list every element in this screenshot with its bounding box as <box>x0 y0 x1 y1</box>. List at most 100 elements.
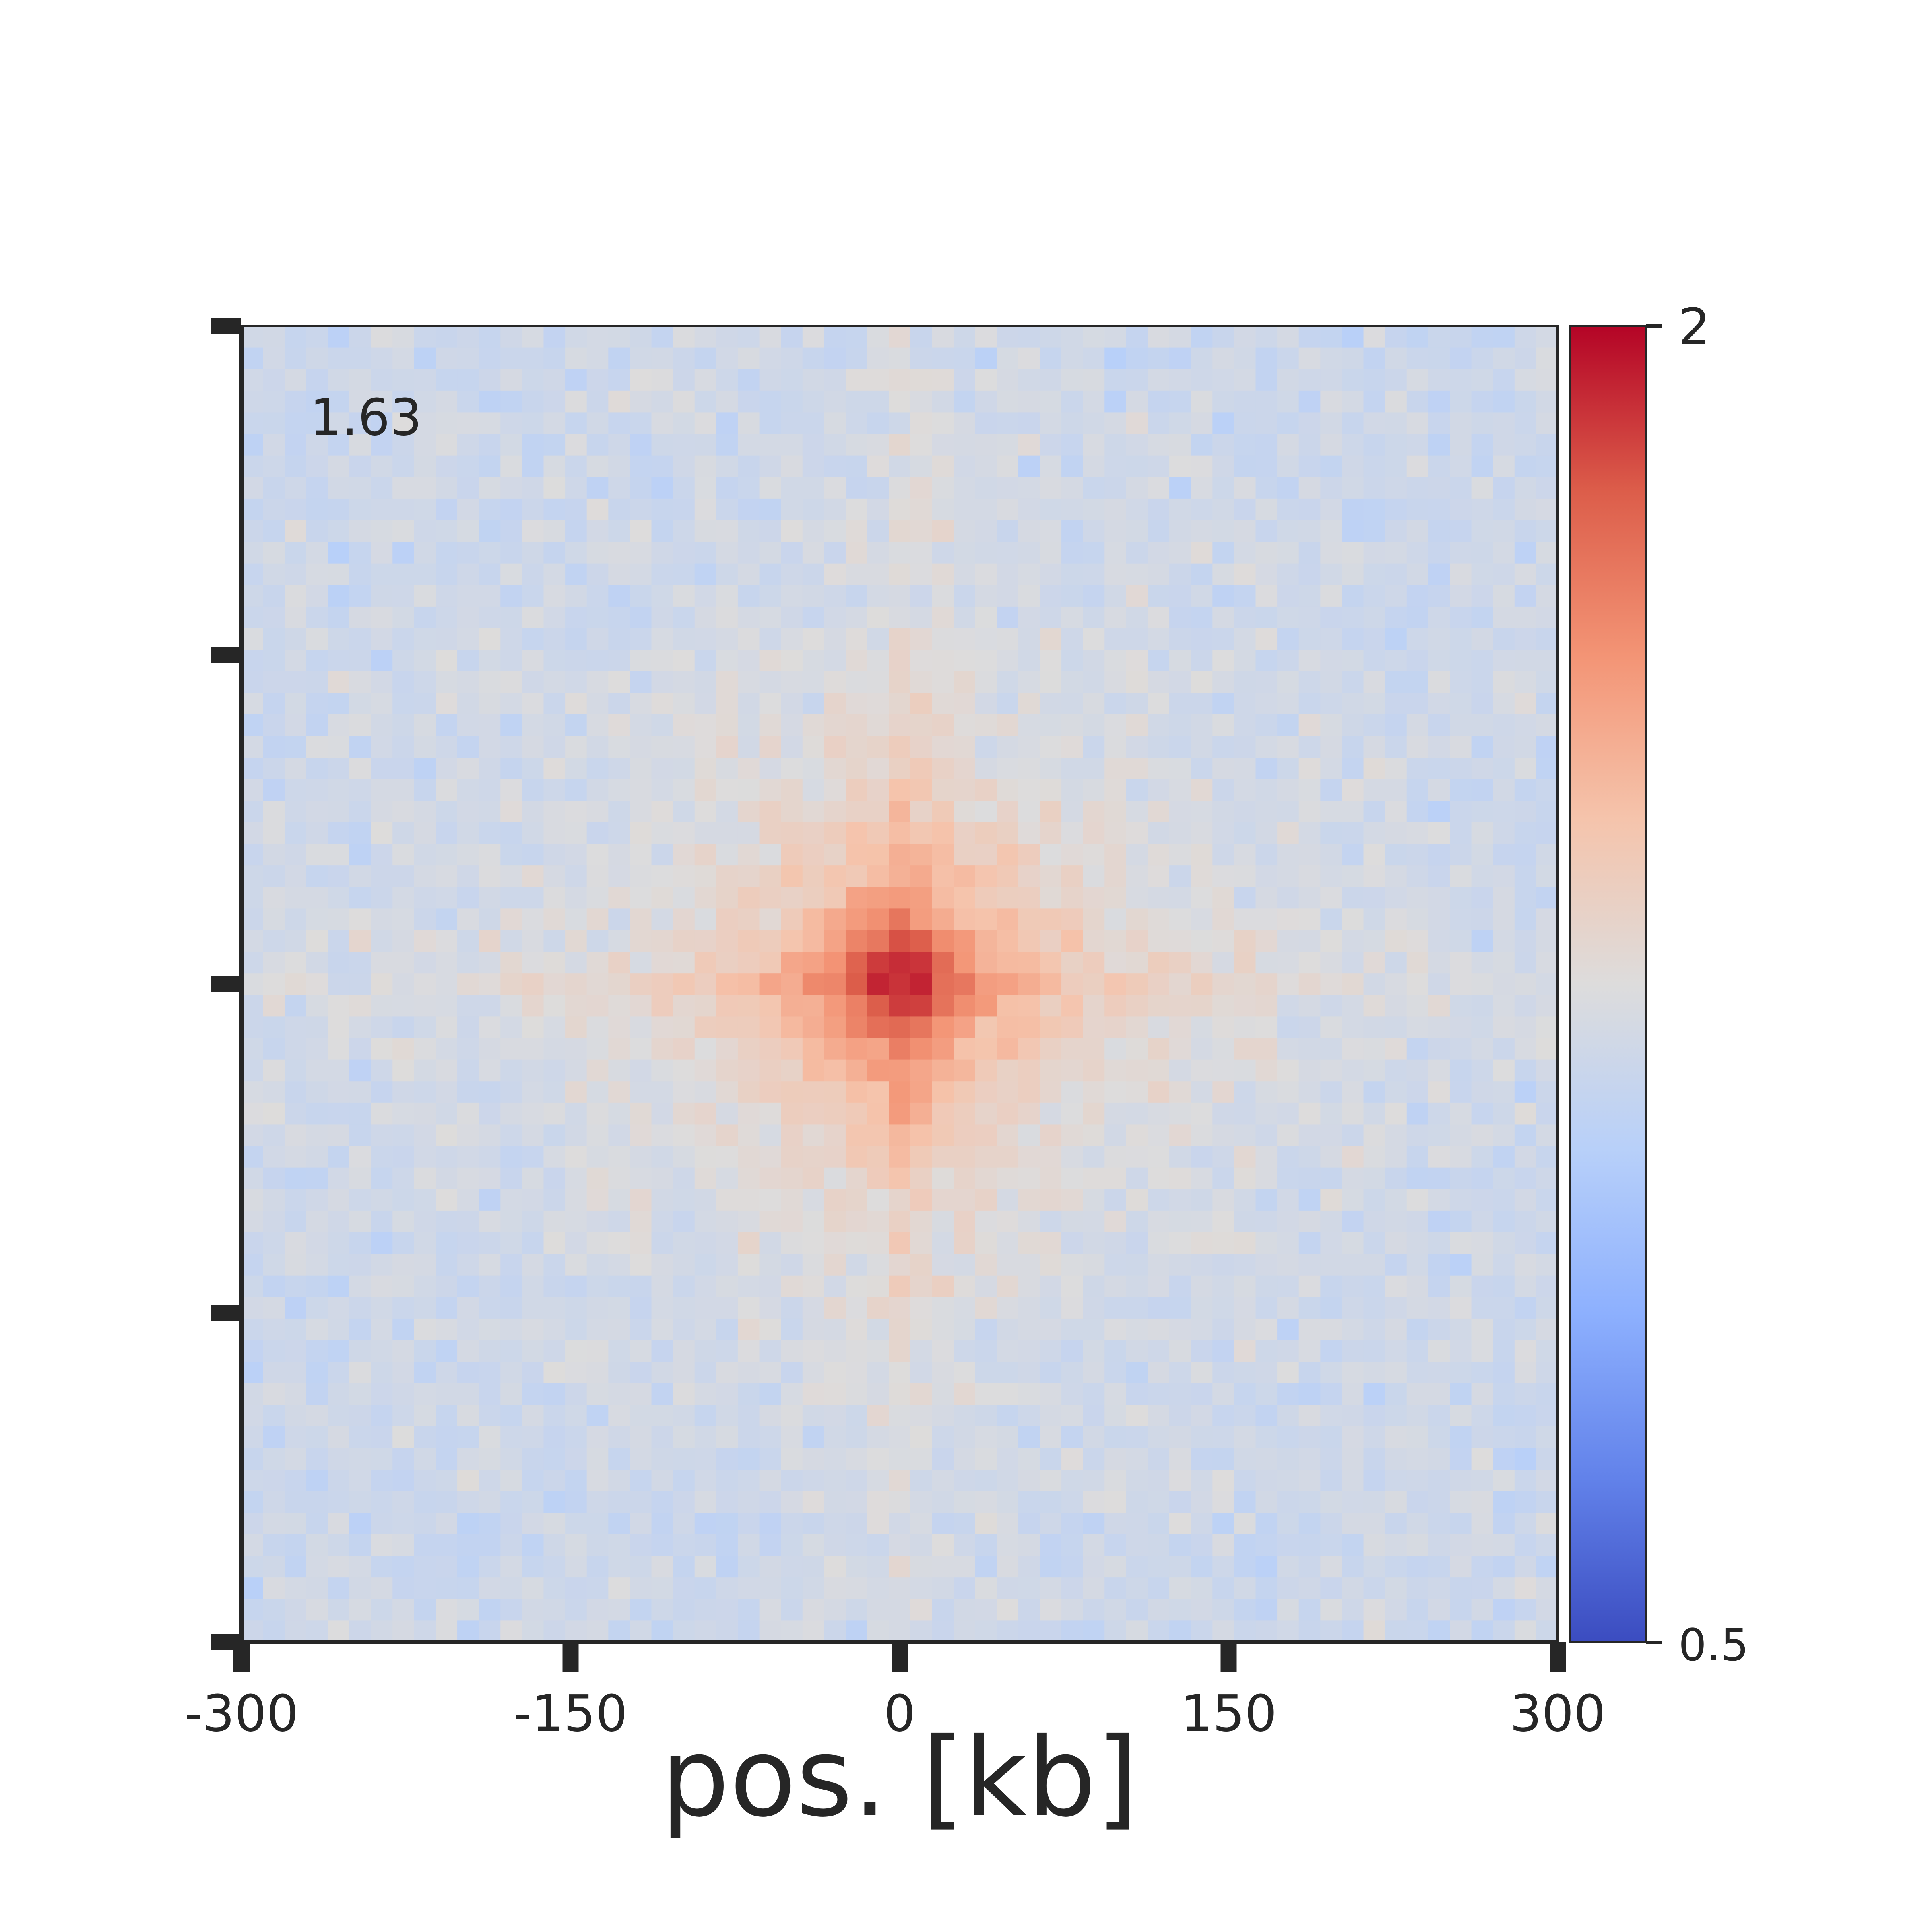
heatmap-cell <box>737 1167 760 1189</box>
heatmap-cell <box>1104 1124 1127 1146</box>
heatmap-cell <box>522 542 544 564</box>
heatmap-cell <box>759 1038 781 1060</box>
heatmap-cell <box>414 779 436 801</box>
heatmap-cell <box>867 736 889 758</box>
heatmap-cell <box>242 455 264 477</box>
x-tick-labels: -300 -150 0 150 300 <box>184 1684 1606 1743</box>
heatmap-cell <box>414 865 436 888</box>
heatmap-cell <box>1385 1146 1407 1168</box>
heatmap-cell <box>1104 412 1127 434</box>
heatmap-cell <box>651 779 673 801</box>
heatmap-cell <box>759 412 781 434</box>
heatmap-cell <box>1471 995 1493 1017</box>
heatmap-cell <box>479 1232 501 1254</box>
heatmap-cell <box>1255 1426 1278 1449</box>
heatmap-cell <box>1148 1167 1170 1189</box>
heatmap-cell <box>1212 606 1234 629</box>
heatmap-cell <box>737 1146 760 1168</box>
heatmap-cell <box>1212 1210 1234 1233</box>
heatmap-cell <box>1514 1383 1536 1405</box>
heatmap-cell <box>436 801 458 823</box>
heatmap-cell <box>1191 369 1213 391</box>
heatmap-cell <box>1428 973 1450 995</box>
heatmap-cell <box>1406 1210 1428 1233</box>
heatmap-cell <box>1298 887 1321 909</box>
heatmap-cell <box>1363 1577 1385 1600</box>
heatmap-cell <box>737 542 760 564</box>
heatmap-cell <box>1406 714 1428 737</box>
heatmap-cell <box>716 1405 738 1427</box>
heatmap-cell <box>479 477 501 499</box>
heatmap-cell <box>543 1599 566 1621</box>
heatmap-cell <box>845 1081 868 1103</box>
heatmap-cell <box>1406 671 1428 693</box>
heatmap-cell <box>306 1146 328 1168</box>
heatmap-cell <box>845 887 868 909</box>
heatmap-cell <box>522 477 544 499</box>
heatmap-cell <box>1385 1448 1407 1470</box>
heatmap-cell <box>630 585 652 607</box>
heatmap-cell <box>1191 1254 1213 1276</box>
heatmap-cell <box>436 1254 458 1276</box>
heatmap-cell <box>845 1620 868 1643</box>
heatmap-cell <box>716 1426 738 1449</box>
heatmap-cell <box>867 1038 889 1060</box>
heatmap-cell <box>673 1038 695 1060</box>
heatmap-cell <box>1255 455 1278 477</box>
heatmap-cell <box>1234 1016 1256 1038</box>
heatmap-cell <box>737 520 760 542</box>
heatmap-cell <box>910 930 933 952</box>
heatmap-cell <box>414 1124 436 1146</box>
heatmap-cell <box>565 671 587 693</box>
heatmap-cell <box>802 650 824 672</box>
heatmap-cell <box>543 887 566 909</box>
heatmap-cell <box>522 1470 544 1492</box>
heatmap-cell <box>1191 1318 1213 1341</box>
heatmap-cell <box>586 434 609 456</box>
heatmap-cell <box>285 498 307 521</box>
heatmap-cell <box>1493 1405 1515 1427</box>
heatmap-cell <box>1148 1038 1170 1060</box>
heatmap-cell <box>306 779 328 801</box>
heatmap-cell <box>1104 865 1127 888</box>
heatmap-cell <box>975 628 997 650</box>
heatmap-cell <box>759 995 781 1017</box>
heatmap-cell <box>781 1448 803 1470</box>
heatmap-cell <box>1536 477 1558 499</box>
heatmap-cell <box>392 779 415 801</box>
heatmap-cell <box>1040 1318 1062 1341</box>
heatmap-cell <box>975 865 997 888</box>
heatmap-cell <box>242 326 264 348</box>
heatmap-cell <box>1255 801 1278 823</box>
heatmap-cell <box>910 693 933 715</box>
heatmap-cell <box>1471 1038 1493 1060</box>
heatmap-cell <box>371 1534 393 1556</box>
colorbar-tick-label-min: 0.5 <box>1678 1619 1749 1671</box>
heatmap-cell <box>1083 1362 1105 1384</box>
heatmap-cell <box>1298 908 1321 931</box>
heatmap-cell <box>910 1059 933 1082</box>
heatmap-cell <box>1255 412 1278 434</box>
heatmap-cell <box>1320 758 1342 780</box>
heatmap-cell <box>543 1081 566 1103</box>
heatmap-cell <box>565 801 587 823</box>
heatmap-cell <box>997 1038 1019 1060</box>
heatmap-cell <box>457 1124 479 1146</box>
heatmap-cell <box>1148 1297 1170 1319</box>
heatmap-cell <box>1191 1232 1213 1254</box>
heatmap-cell <box>457 1102 479 1125</box>
heatmap-cell <box>673 1254 695 1276</box>
heatmap-cell <box>1342 1210 1364 1233</box>
heatmap-cell <box>242 563 264 585</box>
heatmap-cell <box>1342 1405 1364 1427</box>
heatmap-cell <box>392 1491 415 1513</box>
heatmap-cell <box>263 434 285 456</box>
heatmap-cell <box>457 693 479 715</box>
heatmap-cell <box>1061 714 1084 737</box>
heatmap-cell <box>1104 671 1127 693</box>
heatmap-cell <box>1148 1577 1170 1600</box>
heatmap-cell <box>824 908 846 931</box>
heatmap-cell <box>242 1038 264 1060</box>
heatmap-cell <box>932 930 954 952</box>
heatmap-cell <box>1428 1599 1450 1621</box>
